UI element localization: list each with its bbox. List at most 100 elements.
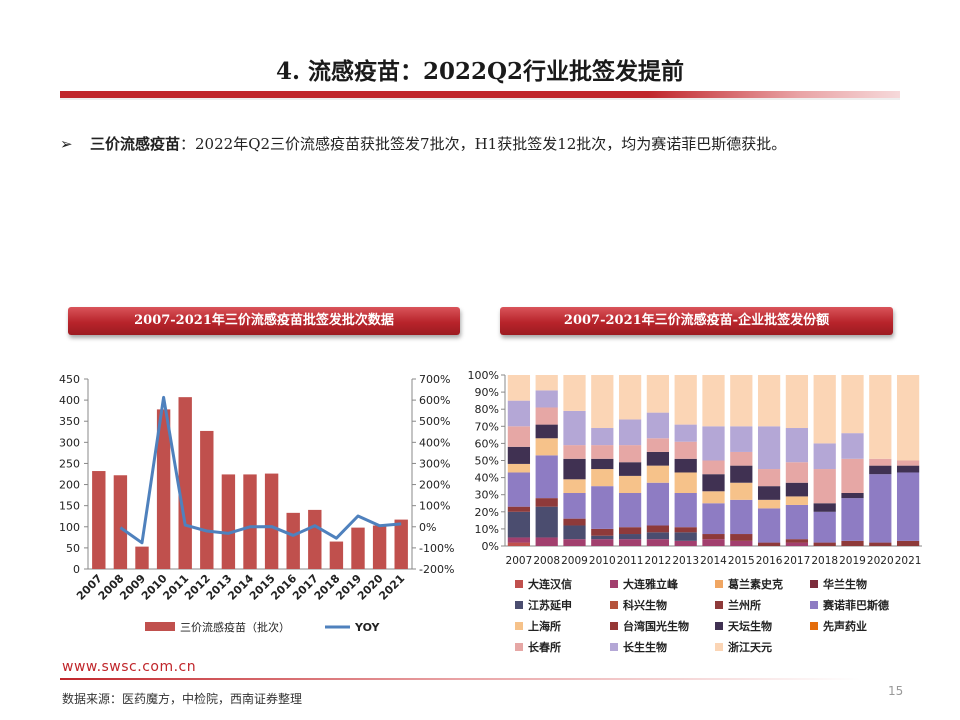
bar-2010 (156, 409, 171, 569)
segment-2016 (757, 499, 781, 509)
x-tick-label: 2010 (589, 555, 616, 567)
segment-2013 (674, 424, 697, 442)
segment-2015 (730, 482, 753, 500)
segment-2011 (618, 445, 642, 463)
segment-2013 (674, 375, 697, 425)
legend-swatch (810, 622, 818, 630)
bar-2019 (351, 527, 365, 569)
segment-2017 (785, 428, 809, 463)
left-tick-label: 100 (59, 521, 80, 534)
segment-2021 (896, 465, 920, 473)
segment-2018 (813, 542, 836, 546)
segment-2018 (813, 469, 836, 504)
x-tick-label: 2014 (700, 555, 727, 567)
segment-2016 (757, 508, 781, 543)
footer-url[interactable]: www.swsc.com.cn (62, 659, 197, 675)
segment-2013 (674, 492, 697, 528)
segment-2014 (702, 460, 725, 475)
y-tick-label: 50% (475, 455, 499, 468)
legend-bar-label: 三价流感疫苗（批次） (180, 620, 290, 634)
right-tick-label: 500% (419, 415, 450, 428)
segment-2013 (674, 540, 697, 546)
segment-2009 (563, 458, 586, 480)
segment-2014 (702, 539, 725, 546)
title-underline (60, 91, 900, 98)
bullet-point: ➢ 三价流感疫苗：2022年Q2三价流感疫苗获批签发7批次，H1获批签发12批次… (60, 128, 910, 160)
y-tick-label: 40% (475, 472, 499, 485)
segment-2019 (841, 433, 864, 459)
segment-2008 (535, 438, 558, 456)
chart1-title-banner: 2007-2021年三价流感疫苗批签发批次数据 (68, 307, 460, 335)
segment-2020 (869, 458, 892, 466)
y-tick-label: 60% (475, 437, 499, 450)
legend-swatch (715, 643, 723, 651)
bullet-arrow-icon: ➢ (60, 135, 73, 153)
bar-2021 (394, 519, 408, 569)
segment-2015 (730, 426, 753, 452)
left-tick-label: 50 (66, 542, 80, 555)
x-tick-label: 2015 (728, 555, 755, 567)
legend-label: 大连汉信 (528, 577, 572, 591)
y-tick-label: 30% (475, 489, 499, 502)
right-tick-label: 200% (419, 479, 450, 492)
legend-label: 兰州所 (728, 598, 761, 612)
segment-2017 (785, 539, 809, 543)
segment-2013 (674, 527, 697, 533)
segment-2015 (730, 451, 753, 466)
segment-2007 (507, 446, 531, 464)
segment-2007 (507, 542, 531, 546)
x-tick-label: 2021 (895, 555, 922, 567)
x-tick-label: 2017 (784, 555, 811, 567)
left-tick-label: 400 (59, 394, 80, 407)
legend-label: 华兰生物 (823, 577, 867, 591)
segment-2008 (535, 537, 558, 546)
segment-2014 (702, 375, 725, 427)
x-tick-label: 2018 (811, 555, 838, 567)
legend-swatch (715, 601, 723, 609)
segment-2010 (591, 469, 614, 487)
legend-label: 先声药业 (823, 619, 867, 633)
segment-2008 (535, 455, 558, 499)
segment-2012 (646, 532, 670, 540)
legend-line-label: YOY (354, 621, 381, 634)
segment-2018 (813, 443, 836, 470)
segment-2011 (618, 462, 642, 476)
right-tick-label: 100% (419, 500, 450, 513)
segment-2017 (785, 542, 809, 546)
bar-2008 (113, 475, 128, 569)
segment-2021 (896, 375, 920, 461)
segment-2013 (674, 441, 697, 459)
segment-2009 (563, 492, 586, 519)
right-tick-label: 700% (419, 373, 450, 386)
x-tick-label: 2008 (533, 555, 560, 567)
segment-2010 (591, 458, 614, 470)
segment-2016 (757, 426, 781, 470)
segment-2018 (813, 375, 836, 444)
y-tick-label: 90% (475, 386, 499, 399)
segment-2013 (674, 458, 697, 473)
bar-2020 (372, 525, 387, 569)
left-tick-label: 250 (59, 457, 80, 470)
legend-label: 台湾国光生物 (623, 619, 689, 633)
segment-2019 (841, 375, 864, 434)
segment-2016 (757, 542, 781, 546)
bar-2009 (135, 546, 149, 569)
legend-swatch (610, 580, 618, 588)
segment-2014 (702, 491, 725, 504)
segment-2017 (785, 496, 809, 505)
legend-label: 大连雅立峰 (623, 577, 679, 591)
segment-2017 (785, 482, 809, 497)
legend-label: 江苏延申 (528, 598, 572, 612)
yoy-line (119, 395, 402, 545)
legend-swatch (610, 643, 618, 651)
segment-2007 (507, 400, 531, 427)
segment-2021 (896, 472, 920, 541)
y-tick-label: 0% (482, 540, 499, 553)
bar-2015 (264, 473, 279, 569)
segment-2008 (535, 407, 558, 425)
segment-2010 (591, 445, 614, 459)
segment-2014 (702, 534, 725, 540)
segment-2012 (646, 539, 670, 546)
segment-2007 (507, 375, 531, 401)
